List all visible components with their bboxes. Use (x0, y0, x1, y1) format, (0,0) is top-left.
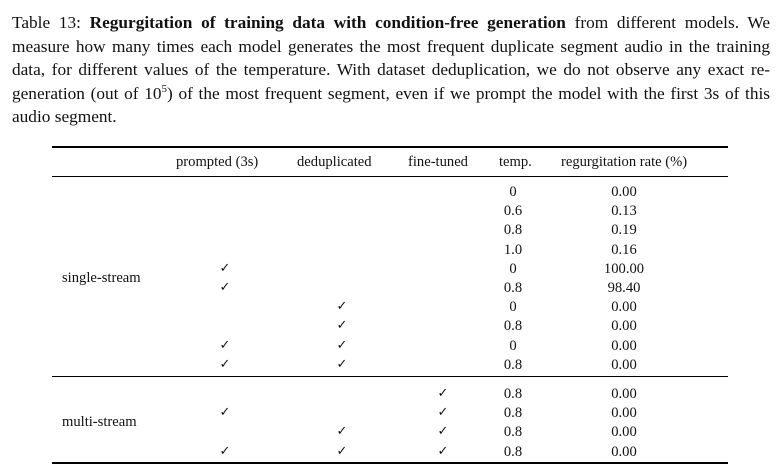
deduplicated-check-icon: ✓ (336, 424, 348, 440)
deduplicated-check-icon: ✓ (336, 318, 348, 334)
fine-tuned-check-icon: ✓ (437, 405, 449, 421)
caption-title: Regurgitation of training data with cond… (89, 13, 566, 32)
deduplicated-check-icon: ✓ (336, 299, 348, 315)
temp-cell: 0 (509, 299, 517, 316)
rate-cell: 0.00 (611, 299, 637, 316)
fine-tuned-check-icon: ✓ (437, 443, 449, 459)
temp-cell: 0.8 (503, 405, 523, 422)
header-temp: temp. (499, 154, 532, 170)
prompted-check-icon: ✓ (219, 405, 231, 421)
fine-tuned-check-icon: ✓ (437, 424, 449, 440)
header-rule (52, 176, 728, 177)
header-fine-tuned: fine-tuned (408, 154, 468, 170)
caption-superscript: 5 (161, 83, 168, 96)
temp-cell: 0.8 (503, 386, 523, 402)
fine-tuned-check-icon: ✓ (437, 386, 449, 401)
rate-cell: 0.00 (611, 356, 637, 373)
rate-cell: 0.00 (611, 405, 637, 422)
rate-cell: 100.00 (603, 260, 645, 277)
prompted-check-icon: ✓ (219, 337, 231, 353)
deduplicated-check-icon: ✓ (336, 443, 348, 459)
temp-cell: 0.8 (503, 356, 523, 373)
table-top-rule (52, 146, 728, 148)
temp-cell: 1.0 (503, 241, 523, 258)
group-label-multi-stream: multi-stream (62, 414, 137, 431)
deduplicated-check-icon: ✓ (336, 337, 348, 353)
caption-text-end: ) of the most frequent segment, even if … (12, 83, 771, 127)
prompted-check-icon: ✓ (219, 356, 231, 372)
rate-cell: 0.13 (611, 203, 637, 220)
rate-cell: 0.00 (611, 424, 637, 441)
group-separator-rule (52, 376, 728, 377)
rate-cell: 0.00 (611, 184, 637, 200)
prompted-check-icon: ✓ (219, 280, 231, 295)
rate-cell: 0.00 (611, 386, 637, 402)
rate-cell: 0.00 (611, 337, 637, 354)
rate-cell: 0.19 (611, 222, 637, 239)
deduplicated-check-icon: ✓ (336, 356, 348, 372)
temp-cell: 0.8 (503, 280, 523, 296)
table-bottom-rule (52, 462, 728, 464)
temp-cell: 0.8 (503, 424, 523, 441)
caption-label: Table 13: (12, 13, 90, 32)
header-deduplicated: deduplicated (297, 154, 372, 170)
caption-text: from different models. We measure how ma… (12, 13, 771, 103)
header-regurgitation-rate: regurgitation rate (%) (561, 154, 688, 170)
header-prompted: prompted (3s) (176, 154, 259, 170)
temp-cell: 0 (509, 184, 517, 200)
rate-cell: 0.00 (611, 318, 637, 335)
temp-cell: 0.8 (503, 443, 523, 460)
rate-cell: 98.40 (607, 280, 641, 296)
prompted-check-icon: ✓ (219, 260, 231, 276)
table-caption: Table 13: Regurgitation of training data… (12, 11, 770, 129)
group-label-single-stream: single-stream (62, 270, 141, 286)
temp-cell: 0 (509, 260, 517, 277)
temp-cell: 0.8 (503, 318, 523, 335)
temp-cell: 0.8 (503, 222, 523, 239)
rate-cell: 0.00 (611, 443, 637, 460)
prompted-check-icon: ✓ (219, 443, 231, 459)
temp-cell: 0 (509, 337, 517, 354)
temp-cell: 0.6 (503, 203, 523, 220)
rate-cell: 0.16 (611, 241, 637, 258)
